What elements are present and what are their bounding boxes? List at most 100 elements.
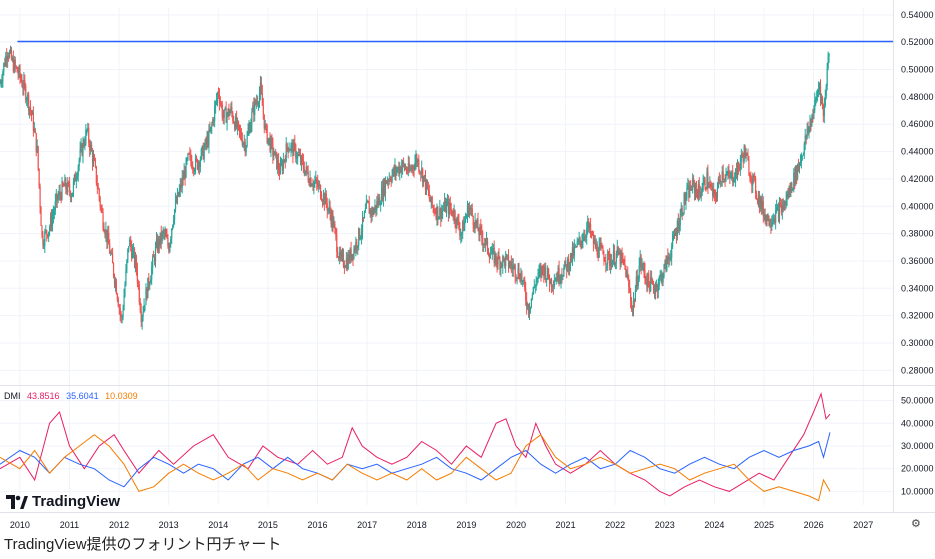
candle: [526, 302, 529, 311]
candle: [793, 168, 795, 193]
candle-body: [697, 184, 699, 199]
candle: [822, 103, 824, 123]
candle: [489, 246, 491, 259]
candle-body: [277, 160, 280, 170]
candle-body: [409, 168, 411, 171]
candle: [463, 216, 465, 232]
candle: [17, 66, 19, 80]
candle: [705, 186, 707, 192]
candle-body: [543, 267, 545, 277]
candle: [330, 207, 332, 228]
candle-body: [795, 165, 797, 184]
candle: [785, 191, 787, 209]
candle: [819, 79, 822, 107]
candle: [674, 227, 677, 237]
candle-body: [59, 191, 61, 195]
candle-body: [89, 142, 91, 151]
candle: [805, 134, 807, 145]
candle: [683, 192, 685, 215]
gear-icon[interactable]: ⚙: [911, 518, 921, 530]
candle-body: [289, 150, 291, 151]
candle: [159, 232, 161, 249]
candle-body: [454, 210, 456, 223]
di-plus-line: [0, 392, 831, 497]
candle-body: [246, 135, 248, 147]
candle: [49, 212, 52, 232]
candle-body: [229, 111, 231, 116]
candle-body: [611, 260, 614, 268]
candle-body: [211, 124, 213, 127]
candle: [88, 123, 90, 148]
tradingview-logo[interactable]: TradingView: [6, 493, 120, 510]
time-tick-label: 2012: [109, 520, 129, 530]
candle-body: [198, 162, 200, 168]
candle: [12, 50, 14, 74]
candle: [390, 176, 392, 187]
candle-body: [400, 166, 402, 173]
candle: [687, 177, 689, 190]
candle: [348, 250, 350, 265]
candle-body: [432, 206, 434, 208]
candle: [84, 136, 86, 151]
candle: [533, 279, 535, 289]
candle: [302, 153, 304, 173]
candle-body: [723, 178, 725, 180]
candle-body: [178, 189, 180, 196]
candle: [380, 200, 382, 212]
candle: [137, 279, 139, 290]
candle-body: [72, 181, 75, 193]
candle-body: [647, 273, 649, 288]
candle: [636, 269, 638, 291]
candle: [358, 227, 360, 251]
candle: [7, 52, 10, 62]
candle-body: [358, 228, 360, 246]
candle: [745, 147, 747, 163]
candle: [157, 235, 159, 254]
candle: [459, 222, 461, 241]
candle: [261, 84, 263, 106]
candle: [559, 274, 561, 285]
candle: [770, 218, 772, 234]
candle-body: [74, 174, 76, 182]
candle: [768, 215, 770, 227]
candle: [589, 222, 591, 234]
candle: [661, 271, 663, 287]
candle-body: [373, 209, 375, 215]
candle-body: [732, 171, 734, 183]
candle-body: [133, 249, 136, 266]
candle: [716, 181, 719, 202]
candle: [814, 92, 816, 114]
candle: [761, 193, 763, 215]
candle: [774, 214, 776, 225]
candle: [150, 275, 152, 284]
candle-body: [103, 227, 105, 232]
candle-body: [741, 154, 743, 157]
candle: [729, 170, 731, 185]
candle: [802, 152, 804, 157]
candle-body: [708, 186, 710, 188]
candle: [592, 231, 595, 252]
candle: [730, 171, 732, 179]
candle-body: [334, 223, 336, 229]
candle-body: [796, 165, 799, 179]
candle-body: [673, 234, 676, 236]
candle: [44, 228, 46, 253]
candle-body: [225, 107, 227, 123]
candle-body: [824, 96, 826, 106]
candle-body: [222, 117, 224, 119]
candle: [328, 198, 330, 214]
dmi-adx-value: 10.0309: [105, 391, 138, 401]
candle: [596, 241, 598, 258]
candle-body: [763, 214, 765, 217]
candle-body: [494, 253, 496, 264]
candle: [77, 164, 79, 182]
candle-body: [570, 253, 573, 261]
candle-body: [812, 115, 814, 119]
candle: [412, 165, 414, 176]
candle-body: [385, 180, 387, 184]
candle-body: [478, 231, 480, 236]
candle: [72, 177, 75, 198]
candle-body: [49, 227, 51, 232]
candle: [374, 199, 376, 214]
candle-body: [821, 97, 823, 106]
